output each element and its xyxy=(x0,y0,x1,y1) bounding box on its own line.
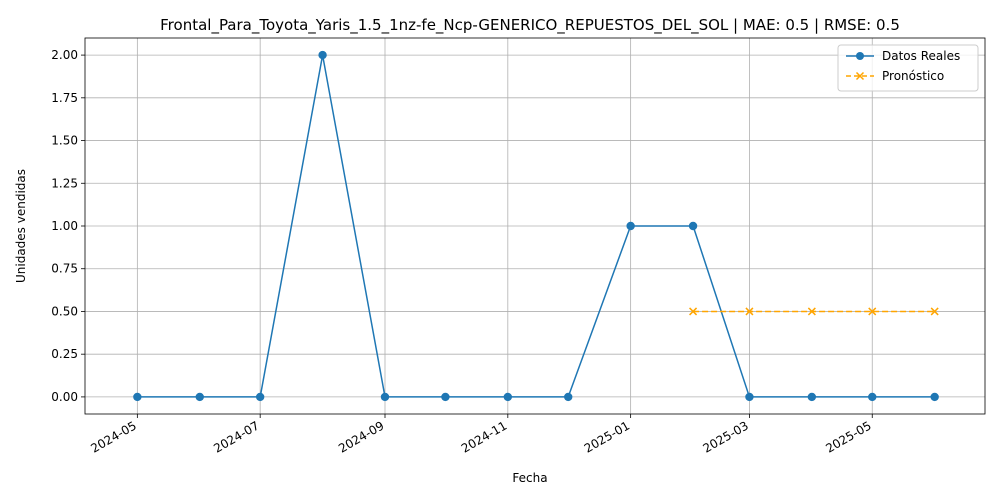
data-point xyxy=(868,307,877,316)
data-point xyxy=(688,221,698,231)
data-point xyxy=(318,50,327,60)
x-axis-label: Fecha xyxy=(512,471,547,485)
series-datos-reales xyxy=(133,50,939,402)
legend-marker-datos-reales xyxy=(856,52,864,60)
data-point xyxy=(689,307,698,316)
data-point xyxy=(503,392,513,402)
y-tick-label: 1.50 xyxy=(51,134,78,148)
data-point xyxy=(195,392,204,402)
data-point xyxy=(745,392,754,402)
y-axis-label: Unidades vendidas xyxy=(14,169,28,283)
data-point xyxy=(255,392,265,402)
series-pronostico xyxy=(689,307,939,316)
data-point xyxy=(807,392,817,402)
y-tick-label: 0.50 xyxy=(51,304,78,318)
data-point xyxy=(868,392,877,402)
data-point xyxy=(564,392,573,402)
data-point xyxy=(626,221,635,231)
series-line-datos-reales xyxy=(137,54,935,398)
data-point xyxy=(441,392,450,402)
chart-title: Frontal_Para_Toyota_Yaris_1.5_1nz-fe_Ncp… xyxy=(160,16,900,35)
y-tick-label: 1.75 xyxy=(51,91,78,105)
y-tick-label: 1.25 xyxy=(51,176,78,190)
data-point xyxy=(745,307,754,316)
y-axis: 0.00 0.25 0.50 0.75 1.00 1.25 1.50 1.75 2.00 xyxy=(51,48,85,404)
legend-label-pronostico: Pronóstico xyxy=(882,69,944,83)
y-tick-label: 0.25 xyxy=(51,347,78,361)
y-tick-label: 2.00 xyxy=(51,48,78,62)
legend-marker-pronostico xyxy=(855,71,865,81)
data-point xyxy=(930,392,939,402)
data-point xyxy=(380,392,390,402)
data-point xyxy=(133,392,142,402)
data-point xyxy=(807,307,816,316)
y-tick-label: 0.75 xyxy=(51,262,78,276)
series-layer xyxy=(133,50,939,402)
data-point xyxy=(930,307,939,316)
legend: Datos Reales Pronóstico xyxy=(837,44,979,92)
y-tick-label: 1.00 xyxy=(51,219,78,233)
y-tick-label: 0.00 xyxy=(51,390,78,404)
legend-label-datos-reales: Datos Reales xyxy=(882,49,960,63)
